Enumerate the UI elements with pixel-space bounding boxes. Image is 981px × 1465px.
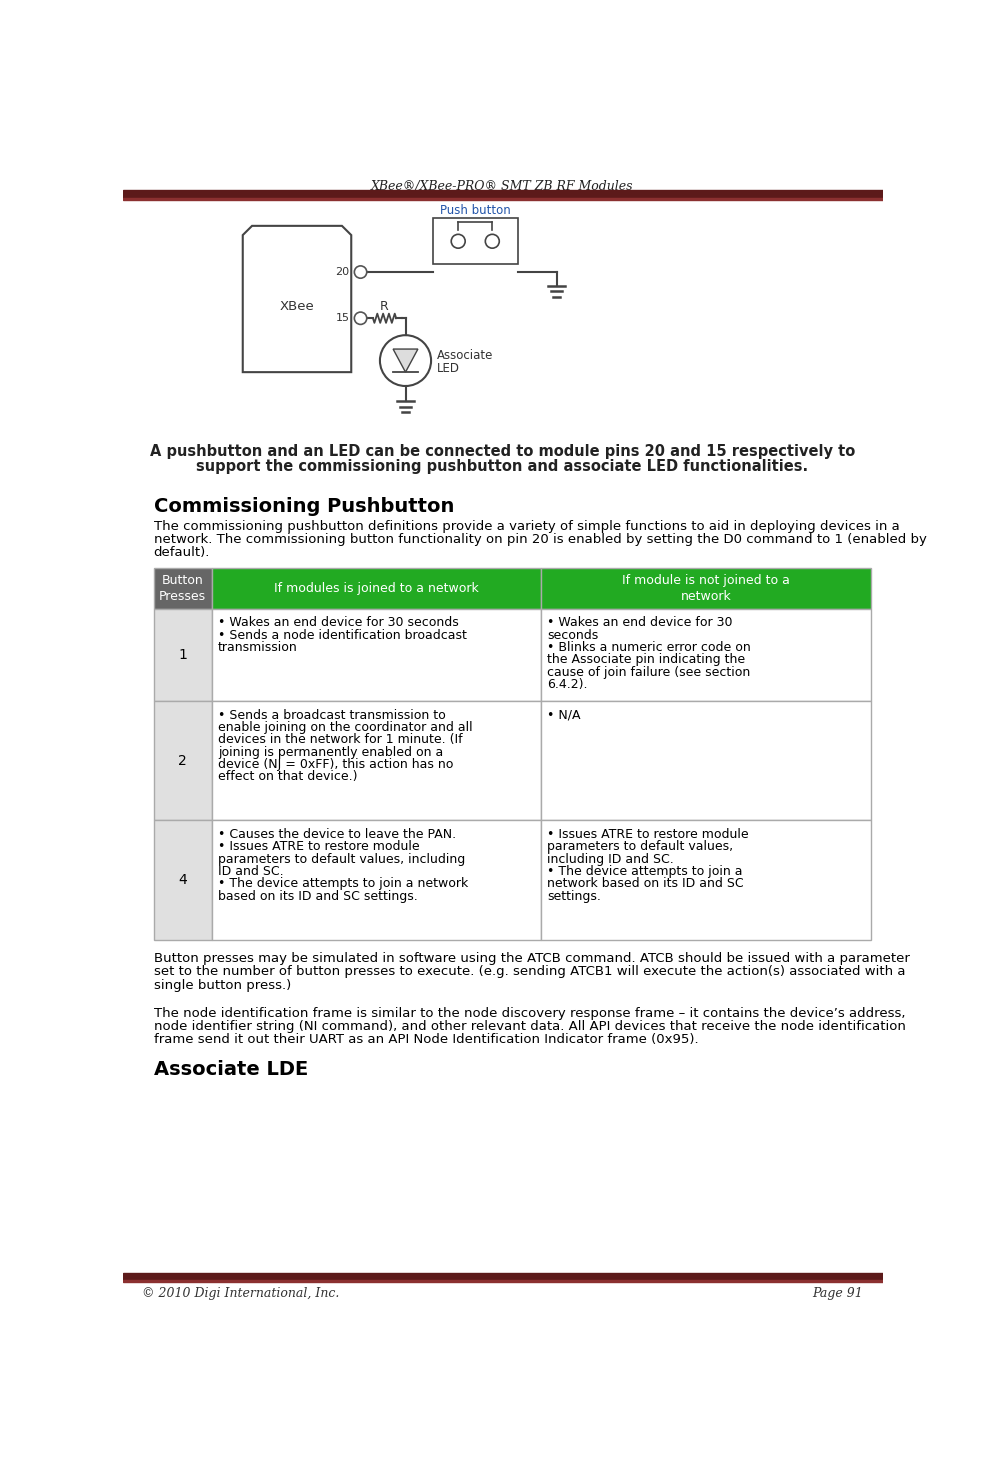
Bar [212, 820, 542, 939]
Text: parameters to default values,: parameters to default values, [547, 841, 734, 853]
Text: Button
Presses: Button Presses [159, 574, 206, 604]
Text: Push button: Push button [439, 204, 511, 217]
Bar [212, 700, 542, 820]
Circle shape [380, 335, 431, 385]
Text: • The device attempts to join a network: • The device attempts to join a network [218, 878, 468, 891]
Text: Page 91: Page 91 [812, 1288, 862, 1301]
Text: The commissioning pushbutton definitions provide a variety of simple functions t: The commissioning pushbutton definitions… [154, 520, 900, 533]
Circle shape [451, 234, 465, 248]
Text: 15: 15 [336, 314, 349, 324]
Text: parameters to default values, including: parameters to default values, including [218, 853, 465, 866]
Bar [123, 1273, 883, 1280]
Text: effect on that device.): effect on that device.) [218, 771, 357, 784]
Text: transmission: transmission [218, 640, 297, 653]
Bar [542, 608, 870, 700]
Text: • The device attempts to join a: • The device attempts to join a [547, 864, 743, 878]
Bar [212, 568, 542, 608]
Text: • Sends a node identification broadcast: • Sends a node identification broadcast [218, 628, 467, 642]
Text: based on its ID and SC settings.: based on its ID and SC settings. [218, 889, 418, 902]
Text: device (NJ = 0xFF), this action has no: device (NJ = 0xFF), this action has no [218, 757, 453, 771]
Text: • Issues ATRE to restore module: • Issues ATRE to restore module [218, 841, 420, 853]
Bar [542, 820, 870, 939]
Text: network. The commissioning button functionality on pin 20 is enabled by setting : network. The commissioning button functi… [154, 533, 926, 546]
Bar [154, 820, 212, 939]
Text: • Blinks a numeric error code on: • Blinks a numeric error code on [547, 640, 751, 653]
Text: 6.4.2).: 6.4.2). [547, 678, 588, 691]
Text: Associate LDE: Associate LDE [154, 1061, 308, 1080]
Text: devices in the network for 1 minute. (If: devices in the network for 1 minute. (If [218, 734, 463, 746]
Text: • Issues ATRE to restore module: • Issues ATRE to restore module [547, 828, 749, 841]
Text: © 2010 Digi International, Inc.: © 2010 Digi International, Inc. [142, 1288, 339, 1301]
Circle shape [354, 312, 367, 324]
Bar [154, 608, 212, 700]
Polygon shape [393, 349, 418, 372]
Text: network based on its ID and SC: network based on its ID and SC [547, 878, 744, 891]
Bar [123, 189, 883, 199]
Bar [212, 608, 542, 700]
Text: Commissioning Pushbutton: Commissioning Pushbutton [154, 498, 454, 516]
Bar [123, 198, 883, 201]
Bar [433, 218, 518, 264]
Text: LED: LED [438, 362, 460, 375]
Text: A pushbutton and an LED can be connected to module pins 20 and 15 respectively t: A pushbutton and an LED can be connected… [150, 444, 855, 459]
Text: node identifier string (NI command), and other relevant data. All API devices th: node identifier string (NI command), and… [154, 1020, 905, 1033]
Bar [542, 700, 870, 820]
Text: • Causes the device to leave the PAN.: • Causes the device to leave the PAN. [218, 828, 456, 841]
Circle shape [486, 234, 499, 248]
Text: • Wakes an end device for 30 seconds: • Wakes an end device for 30 seconds [218, 617, 459, 630]
Polygon shape [242, 226, 351, 372]
Text: joining is permanently enabled on a: joining is permanently enabled on a [218, 746, 443, 759]
Text: If module is not joined to a
network: If module is not joined to a network [622, 574, 790, 604]
Text: seconds: seconds [547, 628, 598, 642]
Bar [123, 1280, 883, 1282]
Bar [542, 568, 870, 608]
Text: frame send it out their UART as an API Node Identification Indicator frame (0x95: frame send it out their UART as an API N… [154, 1033, 698, 1046]
Text: R: R [381, 300, 388, 314]
Bar [154, 700, 212, 820]
Text: cause of join failure (see section: cause of join failure (see section [547, 665, 750, 678]
Text: 1: 1 [179, 648, 187, 662]
Text: Button presses may be simulated in software using the ATCB command. ATCB should : Button presses may be simulated in softw… [154, 952, 909, 965]
Text: 4: 4 [179, 873, 187, 886]
Text: support the commissioning pushbutton and associate LED functionalities.: support the commissioning pushbutton and… [196, 460, 808, 475]
Text: ID and SC.: ID and SC. [218, 864, 284, 878]
Text: enable joining on the coordinator and all: enable joining on the coordinator and al… [218, 721, 473, 734]
Text: default).: default). [154, 546, 210, 558]
Text: XBee: XBee [280, 300, 314, 314]
Circle shape [354, 265, 367, 278]
Text: Associate: Associate [438, 350, 493, 362]
Text: the Associate pin indicating the: the Associate pin indicating the [547, 653, 746, 667]
Text: If modules is joined to a network: If modules is joined to a network [274, 582, 479, 595]
Text: 2: 2 [179, 753, 187, 768]
Text: single button press.): single button press.) [154, 979, 291, 992]
Text: settings.: settings. [547, 889, 601, 902]
Bar [154, 568, 212, 608]
Text: • Sends a broadcast transmission to: • Sends a broadcast transmission to [218, 709, 445, 722]
Text: • Wakes an end device for 30: • Wakes an end device for 30 [547, 617, 733, 630]
Text: including ID and SC.: including ID and SC. [547, 853, 674, 866]
Text: XBee®/XBee-PRO® SMT ZB RF Modules: XBee®/XBee-PRO® SMT ZB RF Modules [371, 180, 634, 193]
Text: set to the number of button presses to execute. (e.g. sending ATCB1 will execute: set to the number of button presses to e… [154, 965, 905, 979]
Text: • N/A: • N/A [547, 709, 581, 722]
Text: 20: 20 [336, 267, 349, 277]
Text: The node identification frame is similar to the node discovery response frame – : The node identification frame is similar… [154, 1006, 905, 1020]
